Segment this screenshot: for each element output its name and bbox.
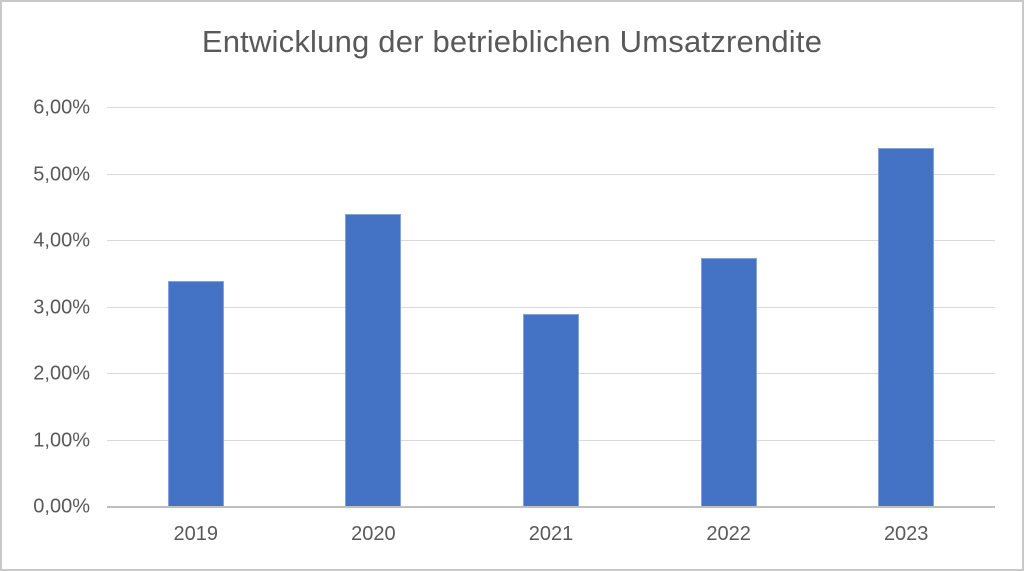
bar-2023 (878, 147, 935, 507)
x-axis-line (107, 506, 995, 508)
gridline-6,00% (107, 107, 995, 108)
x-tick-label-2020: 2020 (351, 523, 396, 545)
gridline-4,00% (107, 240, 995, 241)
y-tick-label-2,00%: 2,00% (33, 362, 90, 385)
bar-2019 (167, 280, 224, 507)
y-tick-label-6,00%: 6,00% (33, 96, 90, 119)
x-tick-label-2022: 2022 (706, 523, 751, 545)
bar-2020 (345, 214, 402, 507)
plot-area (107, 107, 995, 508)
bar-2021 (523, 314, 579, 507)
y-tick-label-4,00%: 4,00% (33, 229, 90, 252)
x-tick-label-2021: 2021 (528, 523, 574, 545)
x-tick-label-2019: 2019 (173, 523, 219, 545)
gridline-3,00% (107, 306, 995, 308)
y-tick-label-0,00%: 0,00% (33, 495, 90, 518)
chart-title: Entwicklung der betrieblichen Umsatzrend… (201, 24, 823, 59)
gridline-5,00% (107, 173, 995, 175)
y-tick-label-1,00%: 1,00% (33, 429, 90, 451)
y-tick-label-3,00%: 3,00% (33, 296, 90, 318)
y-tick-label-5,00%: 5,00% (33, 163, 90, 185)
x-tick-label-2023: 2023 (883, 523, 929, 545)
bar-2022 (700, 257, 757, 507)
